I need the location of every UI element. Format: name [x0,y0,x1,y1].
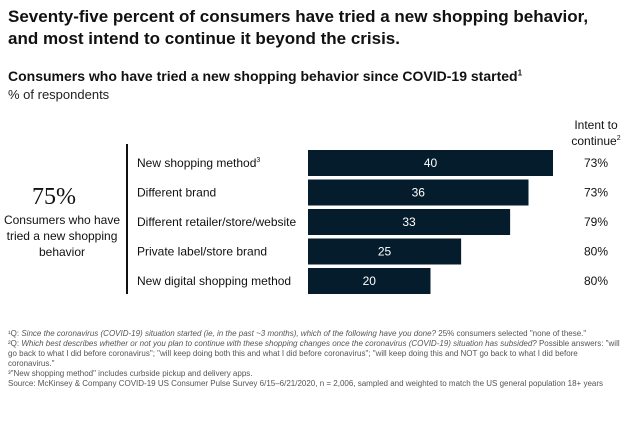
footnote-3: ³"New shopping method" includes curbside… [8,369,620,379]
category-footnote-marker: 3 [256,157,260,164]
intent-to-continue-value: 80% [584,245,608,259]
bar-value-label: 36 [412,186,426,200]
intent-to-continue-value: 80% [584,274,608,288]
intent-to-continue-value: 73% [584,156,608,170]
category-label: Different brand [137,186,216,200]
footnotes: ¹Q: Since the coronavirus (COVID-19) sit… [8,329,620,389]
chart-title: Consumers who have tried a new shopping … [8,68,522,84]
footnote-question: Since the coronavirus (COVID-19) situati… [21,329,437,338]
footnote-2: ²Q: Which best describes whether or not … [8,339,620,369]
bar [308,268,431,294]
category-label: New shopping method3 [137,156,260,170]
bar-value-label: 25 [378,245,392,259]
category-label: Private label/store brand [137,245,267,259]
callout-percentage: 75% [32,184,76,210]
intent-to-continue-value: 73% [584,186,608,200]
bar [308,209,511,235]
bar-value-label: 33 [402,215,416,229]
category-label: Different retailer/store/website [137,215,297,229]
bar [308,179,529,206]
footnote-marker: ¹Q: [8,329,22,338]
footnote-text: "New shopping method" includes curbside … [10,369,253,378]
bar-value-label: 20 [363,274,377,288]
intent-to-continue-header: Intent to continue2 [566,118,626,148]
footnote-marker: ²Q: [8,339,22,348]
footnote-marker: ³ [8,369,11,378]
intent-to-continue-value: 79% [584,215,608,229]
source-text: Source: McKinsey & Company COVID-19 US C… [8,379,604,388]
intent-header-footnote-marker: 2 [616,135,621,142]
footnote-question: Which best describes whether or not you … [21,339,537,348]
bar-value-label: 40 [424,156,438,170]
group-bracket-line [126,144,128,294]
footnote-1: ¹Q: Since the coronavirus (COVID-19) sit… [8,329,620,339]
chart-title-footnote-marker: 1 [517,68,523,78]
bar [308,150,553,176]
bar-chart: New shopping method3 40 73% Different brand… [137,150,608,294]
chart-title-text: Consumers who have tried a new shopping … [8,68,518,84]
footnote-text: Possible answers: "will go back to what … [8,339,620,368]
category-label: New digital shopping method [137,274,291,288]
intent-header-text: Intent to continue [571,118,618,148]
footnote-source: Source: McKinsey & Company COVID-19 US C… [8,379,620,389]
bar [308,238,462,265]
headline: Seventy-five percent of consumers have t… [8,7,589,48]
callout-caption: Consumers who have tried a new shopping … [3,213,121,259]
footnote-text: 25% consumers selected "none of these." [436,329,587,338]
chart-subtitle: % of respondents [8,87,110,102]
